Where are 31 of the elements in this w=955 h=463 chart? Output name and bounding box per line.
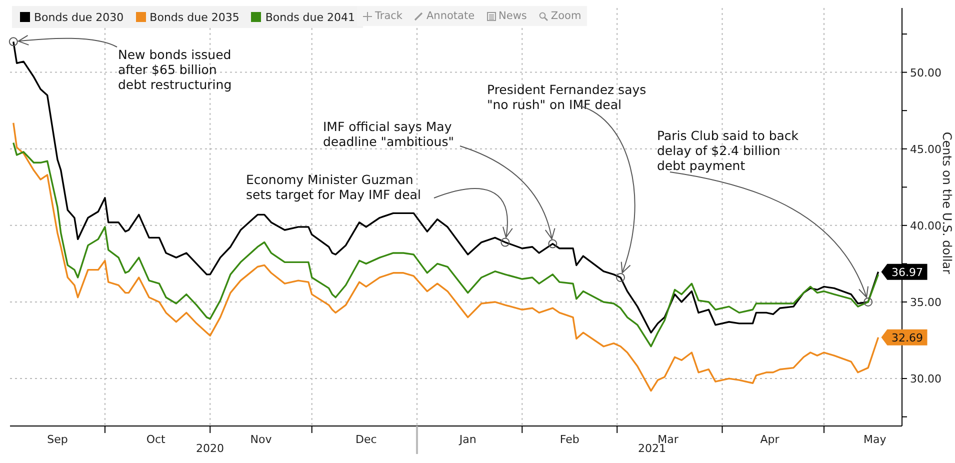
text: 2020 bbox=[196, 442, 224, 455]
legend-label: Bonds due 2041 bbox=[265, 10, 356, 24]
y-tick-label: 30.00 bbox=[910, 372, 942, 386]
legend-label: Bonds due 2035 bbox=[150, 10, 240, 24]
annotation: New bonds issued after $65 billion debt restructuring bbox=[118, 47, 232, 92]
annotation: Economy Minister Guzman sets target for May IMF deal bbox=[246, 172, 421, 202]
y-tick-label: 45.00 bbox=[910, 142, 942, 156]
annotation: News bbox=[498, 10, 527, 22]
x-tick-label: Sep bbox=[47, 433, 68, 446]
text: 2021 bbox=[638, 442, 666, 455]
line-series bbox=[12, 122, 880, 392]
y-tick-label: 50.00 bbox=[910, 66, 942, 80]
y-axis-title: Cents on the U.S. dollar bbox=[940, 132, 954, 274]
annotation: Paris Club said to back delay of $2.4 billion debt payment bbox=[657, 128, 800, 173]
x-tick-label: Dec bbox=[355, 433, 377, 446]
x-tick-label: May bbox=[863, 433, 887, 446]
annotation: Track bbox=[375, 10, 402, 22]
annotation: Annotate bbox=[426, 10, 475, 22]
data-label: 32.69 bbox=[892, 331, 924, 344]
legend-label: Bonds due 2030 bbox=[34, 10, 124, 24]
x-tick-label: Apr bbox=[760, 433, 780, 446]
annotation: President Fernandez says "no rush" on IMF deal bbox=[487, 82, 646, 112]
x-tick-label: Nov bbox=[250, 433, 272, 446]
x-tick-label: Oct bbox=[146, 433, 166, 446]
data-label: 36.97 bbox=[892, 266, 924, 279]
annotation: IMF official says May deadline "ambitious" bbox=[323, 119, 454, 149]
x-tick-label: Feb bbox=[560, 433, 580, 446]
y-tick-label: 35.00 bbox=[910, 296, 942, 309]
x-tick-label: Jan bbox=[458, 433, 476, 446]
y-tick-label: 40.00 bbox=[910, 219, 942, 232]
annotation: Zoom bbox=[550, 10, 582, 22]
